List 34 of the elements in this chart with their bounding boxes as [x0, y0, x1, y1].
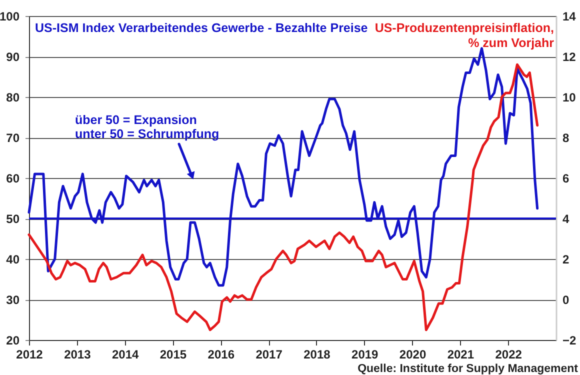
y-tick-label: 30: [6, 293, 20, 307]
x-tick-label: 2016: [208, 348, 235, 362]
x-tick-label: 2019: [352, 348, 379, 362]
y2-tick-label: 14: [562, 10, 576, 24]
y-tick-label: 70: [6, 131, 20, 145]
y-tick-label: 60: [6, 172, 20, 186]
x-tick-label: 2012: [16, 348, 44, 362]
y2-tick-label: 0: [562, 293, 570, 307]
y2-tick-label: 6: [562, 172, 570, 186]
x-tick-label: 2015: [160, 348, 187, 362]
y2-tick-label: 2: [562, 252, 570, 266]
text: US-ISM Index Verarbeitendes Gewerbe - Bezahlte Preise: [35, 21, 368, 35]
y-tick-label: 90: [6, 50, 20, 64]
y-tick-label: 40: [6, 252, 20, 266]
source-note: Quelle: Institute for Supply Management: [358, 363, 578, 375]
x-tick-label: 2013: [64, 348, 92, 362]
y-tick-label: 50: [6, 212, 20, 226]
y2-tick-label: 4: [562, 212, 570, 226]
line-series: [28, 63, 539, 332]
y2-tick-label: −2: [562, 334, 577, 348]
x-tick-label: 2014: [112, 348, 139, 362]
text: US-Produzentenpreisinflation, % zum Vorjahr: [374, 21, 554, 50]
x-tick-label: 2017: [256, 348, 283, 362]
y-tick-label: 100: [0, 10, 20, 24]
annotation: über 50 = Expansion unter 50 = Schrumpfung: [75, 113, 220, 141]
x-tick-label: 2018: [304, 348, 331, 362]
y-tick-label: 80: [6, 90, 20, 104]
y2-tick-label: 12: [562, 50, 576, 64]
y-tick-label: 20: [6, 334, 20, 348]
x-tick-label: 2020: [399, 348, 426, 362]
y2-tick-label: 8: [562, 131, 570, 145]
x-tick-label: 2022: [495, 348, 522, 362]
x-tick-label: 2021: [447, 348, 474, 362]
y2-tick-label: 10: [562, 90, 576, 104]
